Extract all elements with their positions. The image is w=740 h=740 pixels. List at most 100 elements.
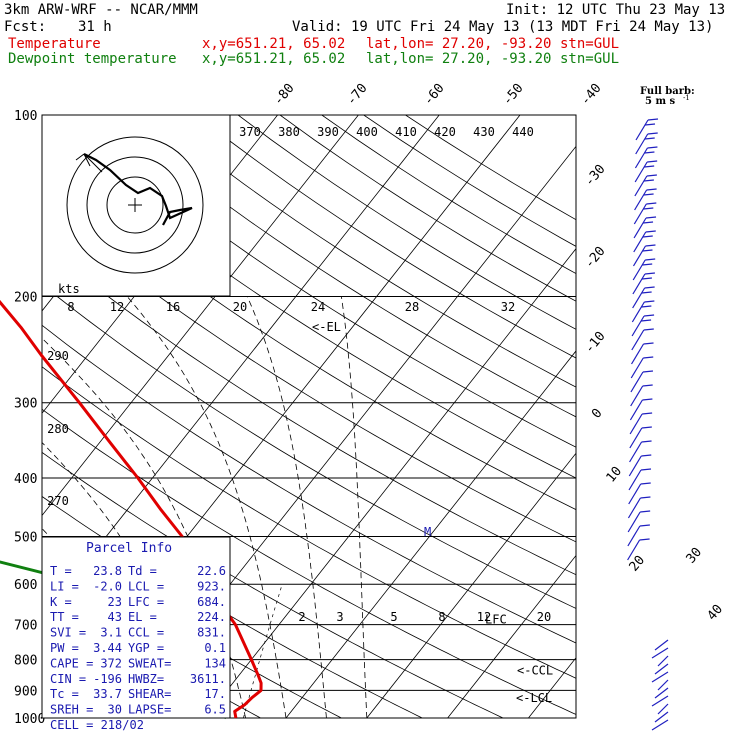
wind-barb	[657, 679, 669, 691]
hodograph-ring	[106, 176, 164, 234]
dry-adiabat	[405, 115, 576, 221]
wind-barb	[630, 385, 644, 407]
wind-barb	[629, 427, 643, 449]
mixing-ratio-label: 12	[110, 300, 124, 314]
parcel-title: Parcel Info	[86, 541, 172, 556]
hodograph-barb	[75, 153, 103, 173]
dry-adiabat	[42, 366, 576, 679]
level-annotation: LFC	[485, 613, 507, 627]
pressure-tick-label: 700	[14, 619, 37, 634]
kts-label: kts	[58, 282, 80, 296]
theta-e-label: 390	[317, 125, 339, 139]
moist-adiabat	[341, 296, 368, 718]
wind-barb	[639, 538, 650, 541]
parcel-panel-box	[41, 536, 231, 719]
pressure-tick-label: 200	[14, 291, 37, 306]
dry-adiabat	[42, 243, 576, 576]
isotherm-line	[366, 452, 576, 718]
level-annotation: <-LCL	[516, 691, 552, 705]
wind-barb	[641, 305, 652, 308]
dry-adiabat	[237, 115, 576, 330]
dry-adiabat	[42, 324, 576, 644]
temperature-stn: stn=GUL	[560, 36, 620, 52]
pressure-tick-label: 900	[14, 684, 37, 699]
wind-barb	[642, 221, 654, 224]
wind-barb	[640, 482, 651, 485]
wind-barb	[645, 258, 656, 261]
wind-barb	[635, 119, 649, 141]
theta-e-label: 440	[512, 125, 534, 139]
dry-adiabat	[42, 126, 576, 479]
wind-barb	[654, 711, 669, 723]
isotherm-label: 0	[589, 406, 606, 422]
wind-barb	[629, 441, 643, 463]
wind-barb	[628, 469, 642, 491]
theta-e-label: 410	[395, 125, 417, 139]
wind-barb	[644, 272, 655, 275]
parcel-field-label: SHEAR=	[128, 687, 171, 701]
dry-adiabat	[196, 115, 576, 359]
wind-barb	[643, 193, 654, 196]
wind-barb	[642, 412, 653, 415]
mixing-ratio-label: 5	[390, 610, 397, 624]
isotherm-line	[447, 554, 576, 718]
wind-barb	[641, 426, 652, 429]
parcel-field-label: Tc =	[50, 687, 79, 701]
fcst-label: Fcst:	[4, 19, 47, 35]
mixing-ratio-label: 8	[67, 300, 74, 314]
parcel-field-label: SREH =	[50, 703, 93, 717]
wind-barb	[643, 328, 654, 331]
wind-barb	[630, 357, 644, 379]
mixing-ratio-label: 3	[336, 610, 343, 624]
parcel-field-value: 831.	[197, 626, 226, 640]
parcel-field-label: EL =	[128, 610, 157, 624]
temperature-latlon: lat,lon= 27.20, -93.20	[366, 36, 552, 52]
dry-adiabat	[70, 115, 576, 448]
wind-barb	[629, 413, 643, 435]
wind-barb	[632, 273, 646, 295]
wind-barb	[643, 356, 654, 359]
dry-adiabat	[42, 204, 576, 543]
wind-barb	[627, 525, 641, 547]
dry-adiabat	[42, 164, 576, 511]
wind-barb	[642, 370, 654, 373]
wind-barb	[657, 703, 669, 715]
wind-barb	[642, 235, 653, 238]
hodograph-ring	[86, 156, 184, 254]
plot-frame	[41, 114, 577, 719]
wind-barb	[644, 165, 655, 168]
wind-barb	[641, 319, 652, 322]
barb-legend: -1	[683, 94, 690, 102]
temperature-xy: x,y=651.21, 65.02	[202, 36, 346, 52]
wind-barb	[643, 342, 654, 345]
mixing-ratio-line	[243, 584, 283, 718]
isotherm-line	[285, 350, 576, 718]
isotherm-label: -50	[500, 81, 527, 109]
pressure-tick-label: 1000	[14, 712, 45, 727]
isotherm-label: 30	[684, 545, 706, 567]
theta-e-label: 430	[473, 125, 495, 139]
dry-adiabat	[42, 283, 576, 609]
level-annotation: M	[424, 525, 431, 539]
parcel-field-value: 3.1	[100, 626, 122, 640]
wind-barb	[644, 123, 656, 126]
theta-e-label: 400	[356, 125, 378, 139]
pressure-tick-label: 600	[14, 578, 37, 593]
theta-label: 290	[47, 349, 69, 363]
theta-e-label: 380	[278, 125, 300, 139]
barb-legend: 5 m s	[645, 96, 676, 107]
wind-barb	[645, 216, 657, 219]
parcel-field-label: SVI =	[50, 626, 86, 640]
mixing-ratio-label: 32	[501, 300, 515, 314]
pressure-tick-label: 100	[14, 109, 37, 124]
dewpoint-stn: stn=GUL	[560, 51, 620, 67]
wind-barb	[646, 188, 657, 191]
wind-barb	[641, 440, 652, 443]
wind-barb	[634, 175, 648, 197]
parcel-field-label: T =	[50, 564, 72, 578]
wind-barb	[647, 118, 659, 121]
wind-barb	[628, 455, 642, 477]
mixing-ratio-label: 20	[233, 300, 247, 314]
wind-barb	[644, 300, 655, 303]
